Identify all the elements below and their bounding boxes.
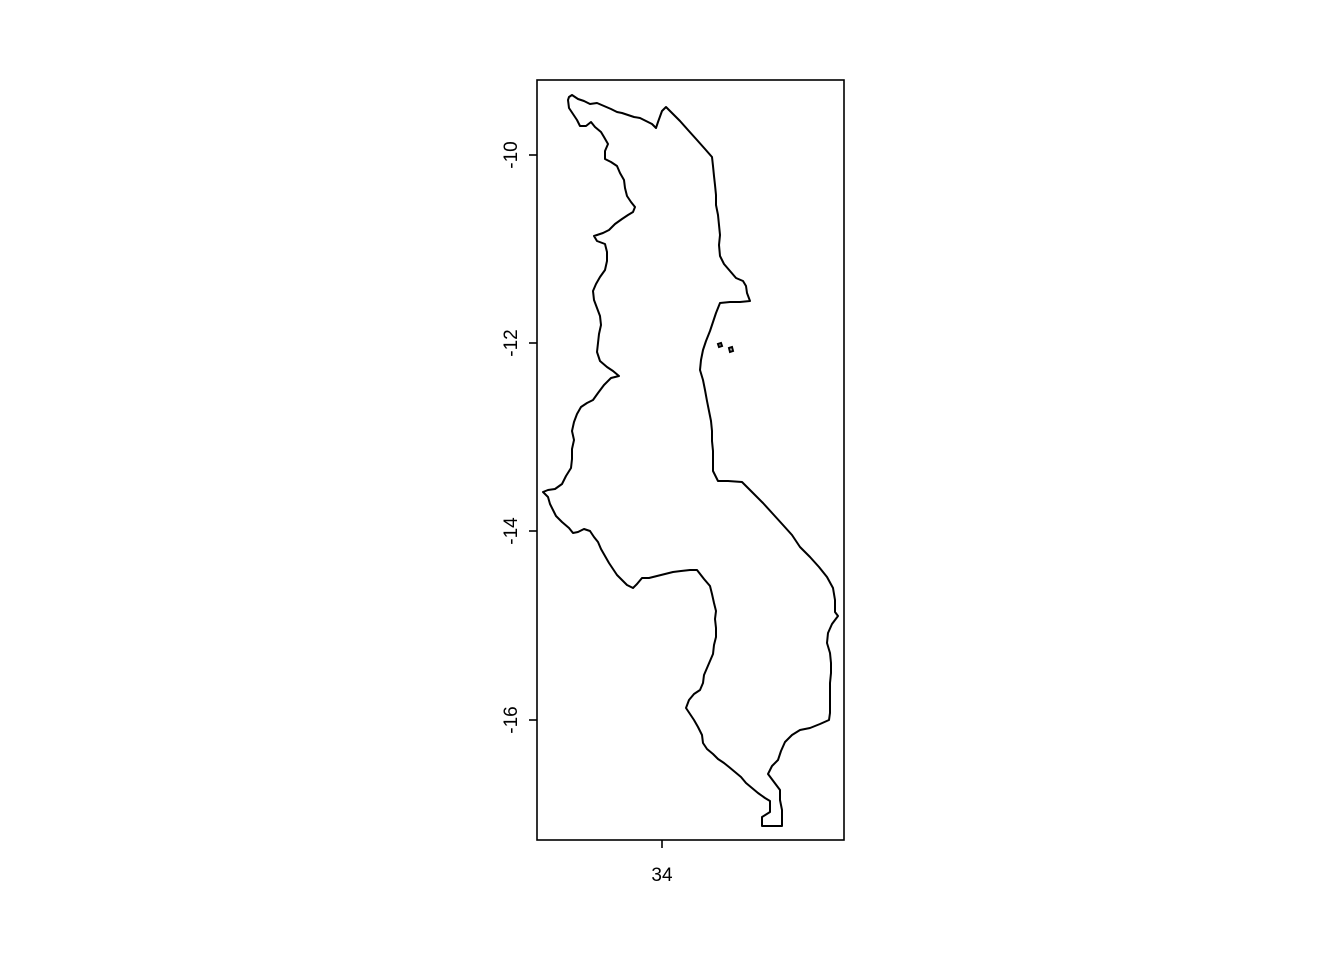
y-tick-label: -14 bbox=[501, 517, 522, 545]
x-tick-label: 34 bbox=[651, 865, 673, 886]
country-outline bbox=[542, 94, 839, 827]
y-tick-label: -10 bbox=[501, 141, 522, 168]
y-tick-label: -12 bbox=[501, 329, 522, 356]
island-outline bbox=[716, 341, 724, 349]
island-outline bbox=[727, 345, 735, 354]
plot-frame bbox=[536, 79, 845, 841]
y-tick-label: -16 bbox=[501, 706, 522, 733]
